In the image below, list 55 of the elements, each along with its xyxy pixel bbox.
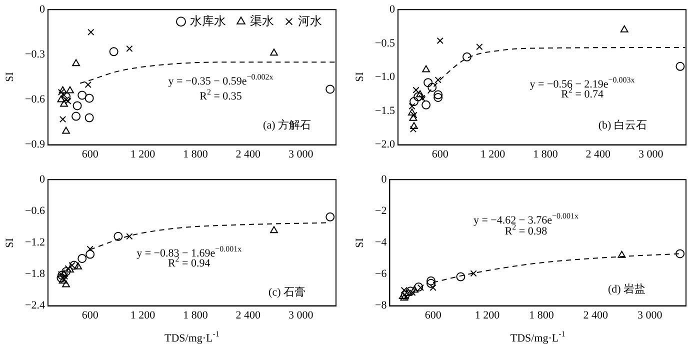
annotation: R$^{2}$ = 0.35 bbox=[200, 87, 242, 102]
y-tick-label: 0 bbox=[39, 3, 46, 16]
y-axis-title: SI bbox=[4, 238, 16, 248]
annotation: (c) 石膏 bbox=[268, 285, 306, 300]
annotation: y = −0.35 − 0.59e$^{−0.002x}$ bbox=[168, 72, 274, 88]
y-tick-label: −0.3 bbox=[24, 48, 46, 61]
y-tick-label: −1.8 bbox=[24, 268, 46, 280]
y-tick-label: −2.4 bbox=[24, 300, 46, 312]
y-tick-label: 0 bbox=[389, 3, 396, 16]
x-tick-label: 1 200 bbox=[130, 309, 156, 322]
x-tick-label: 3 000 bbox=[638, 148, 664, 160]
y-axis-title: SI bbox=[4, 72, 16, 82]
x-tick-label: 3 000 bbox=[288, 148, 314, 160]
y-tick-label: −2.0 bbox=[374, 138, 396, 151]
x-tick-label: 2 400 bbox=[236, 148, 262, 160]
x-tick-label: 600 bbox=[82, 309, 99, 322]
x-tick-label: 2 400 bbox=[236, 309, 262, 322]
x-tick-label: 1 200 bbox=[480, 148, 506, 160]
x-tick-label: 1 800 bbox=[529, 309, 554, 322]
x-tick-label: 3 000 bbox=[288, 309, 314, 322]
y-tick-label: −1.0 bbox=[374, 71, 396, 84]
y-tick-label: −0.9 bbox=[24, 138, 46, 151]
y-tick-label: −0.5 bbox=[374, 37, 396, 50]
x-axis-title: TDS/mg·L$^{-1}$ bbox=[510, 330, 566, 344]
x-axis-title: TDS/mg·L$^{-1}$ bbox=[164, 330, 220, 344]
y-tick-label: −1.2 bbox=[24, 236, 45, 249]
x-tick-label: 600 bbox=[432, 148, 449, 160]
x-tick-label: 3 000 bbox=[637, 309, 663, 322]
legend-label: 渠水 bbox=[250, 14, 274, 28]
annotation: R$^{2}$ = 0.98 bbox=[504, 222, 548, 238]
y-tick-label: −6 bbox=[374, 268, 388, 280]
annotation: (b) 白云石 bbox=[598, 118, 647, 132]
y-axis-title: SI bbox=[354, 238, 366, 248]
y-tick-label: −8 bbox=[374, 300, 388, 312]
legend-label: 河水 bbox=[298, 14, 322, 28]
x-tick-label: 600 bbox=[82, 148, 99, 160]
y-tick-label: 0 bbox=[381, 173, 388, 186]
x-tick-label: 1 200 bbox=[474, 309, 500, 322]
y-tick-label: 0 bbox=[39, 173, 46, 186]
legend-label: 水库水 bbox=[190, 14, 226, 28]
x-tick-label: 2 400 bbox=[583, 309, 609, 322]
x-tick-label: 600 bbox=[424, 309, 442, 322]
x-tick-label: 1 800 bbox=[533, 148, 558, 160]
y-tick-label: −4 bbox=[374, 236, 388, 249]
annotation: (d) 岩盐 bbox=[608, 282, 646, 297]
y-tick-label: −0.6 bbox=[24, 94, 46, 106]
y-axis-title: SI bbox=[354, 72, 366, 82]
x-tick-label: 1 200 bbox=[130, 148, 156, 160]
annotation: (a) 方解石 bbox=[263, 118, 312, 132]
y-tick-label: −2 bbox=[374, 205, 387, 218]
x-tick-label: 1 800 bbox=[183, 309, 208, 322]
x-tick-label: 2 400 bbox=[586, 148, 612, 160]
y-tick-label: −1.5 bbox=[374, 104, 396, 117]
x-tick-label: 1 800 bbox=[183, 148, 208, 160]
y-tick-label: −0.6 bbox=[24, 205, 46, 218]
